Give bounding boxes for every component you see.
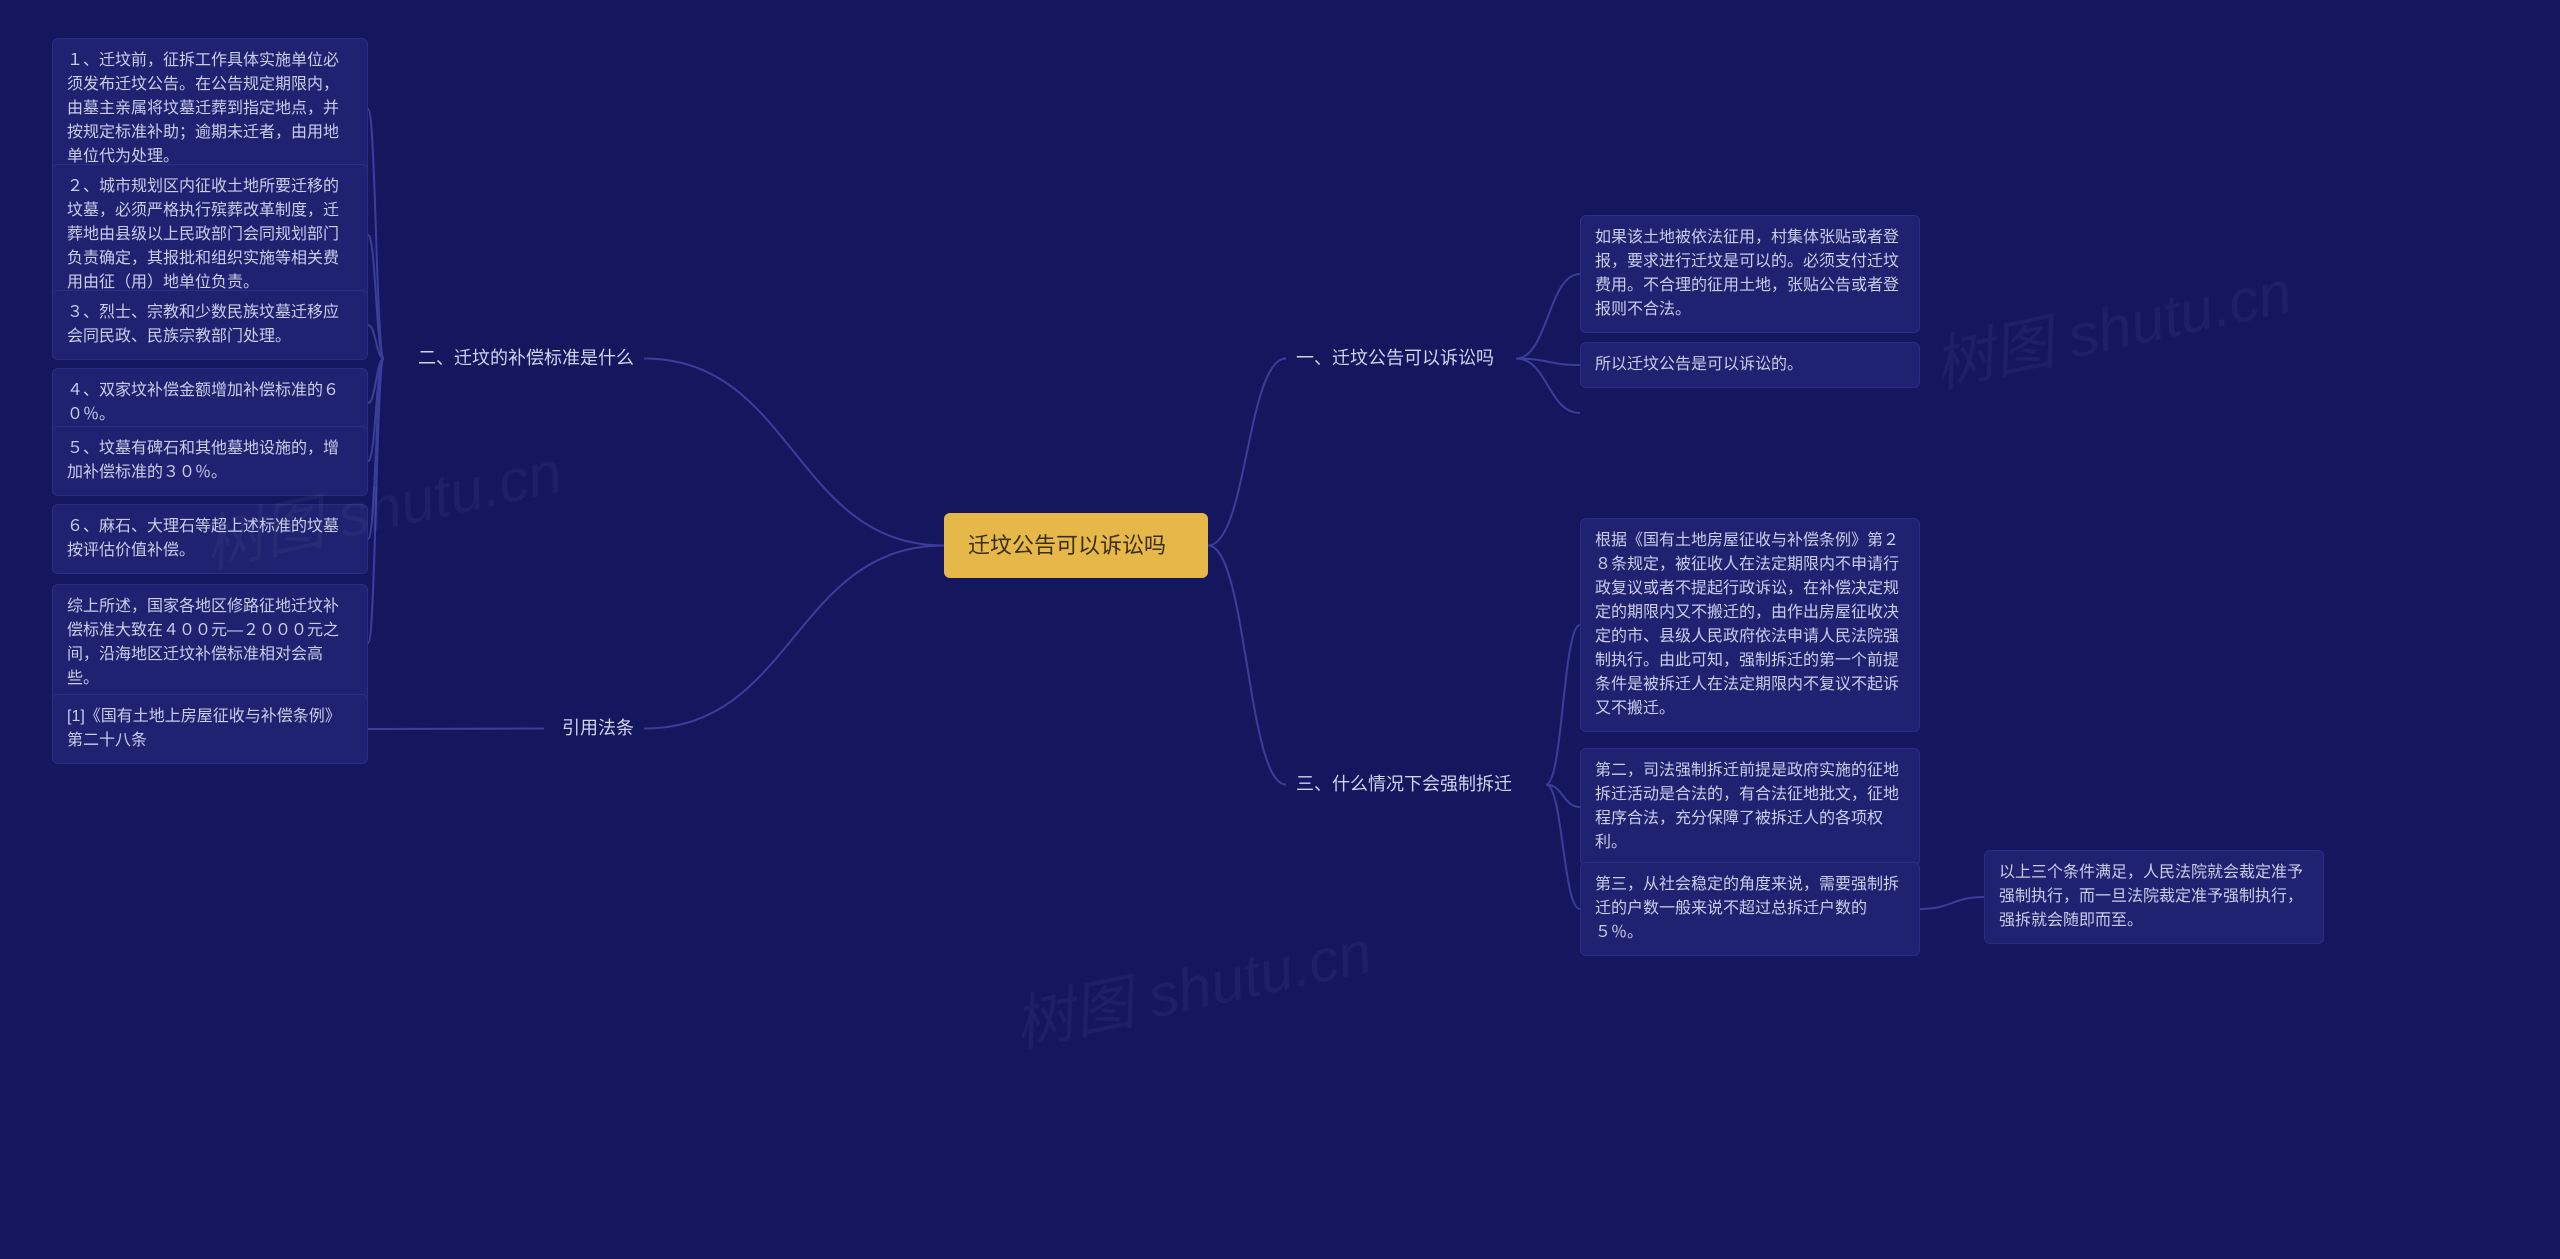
leaf-text: 第三，从社会稳定的角度来说，需要强制拆迁的户数一般来说不超过总拆迁户数的５％。	[1595, 876, 1899, 941]
watermark: 树图 shutu.cn	[1925, 243, 2299, 404]
leaf-text: ５、坟墓有碑石和其他墓地设施的，增加补偿标准的３０％。	[67, 440, 339, 481]
leaf-text: ２、城市规划区内征收土地所要迁移的坟墓，必须严格执行殡葬改革制度，迁葬地由县级以…	[67, 178, 339, 291]
leaf-text: 综上所述，国家各地区修路征地迁坟补偿标准大致在４００元—２０００元之间，沿海地区…	[67, 598, 339, 687]
leaf-b1c1: 如果该土地被依法征用，村集体张贴或者登报，要求进行迁坟是可以的。必须支付迁坟费用…	[1580, 215, 1920, 333]
branch-2: 二、迁坟的补偿标准是什么	[384, 337, 644, 380]
mindmap-root: 迁坟公告可以诉讼吗	[944, 513, 1208, 578]
leaf-b1c2: 所以迁坟公告是可以诉讼的。	[1580, 342, 1920, 388]
leaf-text: 根据《国有土地房屋征收与补偿条例》第２８条规定，被征收人在法定期限内不申请行政复…	[1595, 532, 1899, 717]
leaf-text: 以上三个条件满足，人民法院就会裁定准予强制执行，而一旦法院裁定准予强制执行，强拆…	[1999, 864, 2303, 929]
branch-4-label: 引用法条	[562, 718, 634, 738]
branch-2-label: 二、迁坟的补偿标准是什么	[418, 348, 634, 368]
branch-1-label: 一、迁坟公告可以诉讼吗	[1296, 348, 1494, 368]
leaf-b2c2: ２、城市规划区内征收土地所要迁移的坟墓，必须严格执行殡葬改革制度，迁葬地由县级以…	[52, 164, 368, 306]
leaf-b2c6: ６、麻石、大理石等超上述标准的坟墓按评估价值补偿。	[52, 504, 368, 574]
leaf-b3c1: 根据《国有土地房屋征收与补偿条例》第２８条规定，被征收人在法定期限内不申请行政复…	[1580, 518, 1920, 732]
leaf-text: 第二，司法强制拆迁前提是政府实施的征地拆迁活动是合法的，有合法征地批文，征地程序…	[1595, 762, 1899, 851]
branch-3-label: 三、什么情况下会强制拆迁	[1296, 774, 1512, 794]
leaf-b2c3: ３、烈士、宗教和少数民族坟墓迁移应会同民政、民族宗教部门处理。	[52, 290, 368, 360]
leaf-text: ６、麻石、大理石等超上述标准的坟墓按评估价值补偿。	[67, 518, 339, 559]
leaf-text: 所以迁坟公告是可以诉讼的。	[1595, 356, 1803, 373]
leaf-b2c5: ５、坟墓有碑石和其他墓地设施的，增加补偿标准的３０％。	[52, 426, 368, 496]
branch-1: 一、迁坟公告可以诉讼吗	[1286, 337, 1516, 380]
leaf-b3c3: 第三，从社会稳定的角度来说，需要强制拆迁的户数一般来说不超过总拆迁户数的５％。	[1580, 862, 1920, 956]
root-label: 迁坟公告可以诉讼吗	[968, 533, 1166, 558]
leaf-text: 如果该土地被依法征用，村集体张贴或者登报，要求进行迁坟是可以的。必须支付迁坟费用…	[1595, 229, 1899, 318]
leaf-text: [1]《国有土地上房屋征收与补偿条例》 第二十八条	[67, 708, 341, 749]
connector-layer	[0, 0, 2560, 1259]
leaf-b3c2: 第二，司法强制拆迁前提是政府实施的征地拆迁活动是合法的，有合法征地批文，征地程序…	[1580, 748, 1920, 866]
branch-3: 三、什么情况下会强制拆迁	[1286, 763, 1546, 806]
watermark: 树图 shutu.cn	[1005, 903, 1379, 1064]
leaf-b1c3	[1580, 400, 1610, 426]
leaf-b4c1: [1]《国有土地上房屋征收与补偿条例》 第二十八条	[52, 694, 368, 764]
leaf-text: ４、双家坟补偿金额增加补偿标准的６０％。	[67, 382, 339, 423]
branch-4: 引用法条	[544, 707, 644, 750]
leaf-b2c7: 综上所述，国家各地区修路征地迁坟补偿标准大致在４００元—２０００元之间，沿海地区…	[52, 584, 368, 702]
leaf-b3c3a: 以上三个条件满足，人民法院就会裁定准予强制执行，而一旦法院裁定准予强制执行，强拆…	[1984, 850, 2324, 944]
leaf-text: １、迁坟前，征拆工作具体实施单位必须发布迁坟公告。在公告规定期限内，由墓主亲属将…	[67, 52, 339, 165]
leaf-b2c1: １、迁坟前，征拆工作具体实施单位必须发布迁坟公告。在公告规定期限内，由墓主亲属将…	[52, 38, 368, 180]
leaf-text: ３、烈士、宗教和少数民族坟墓迁移应会同民政、民族宗教部门处理。	[67, 304, 339, 345]
